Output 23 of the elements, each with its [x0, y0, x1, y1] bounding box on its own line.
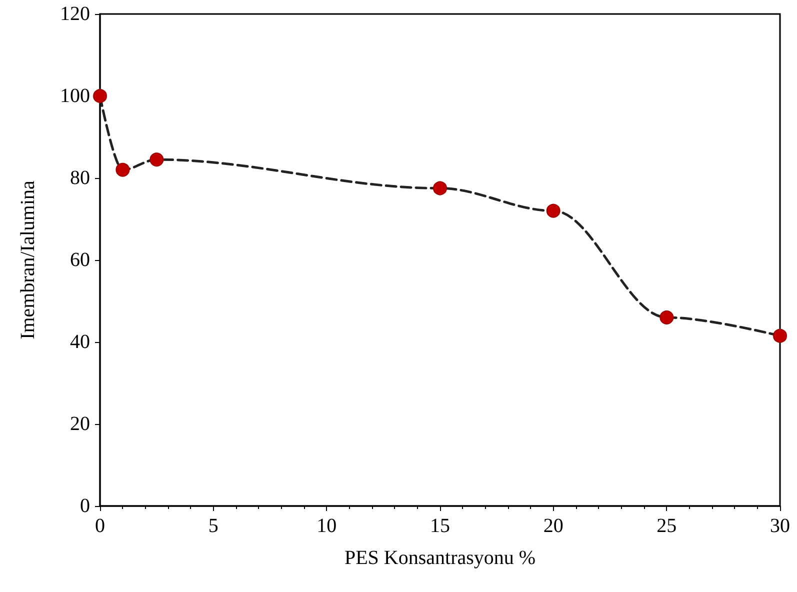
x-axis-title: PES Konsantrasyonu % [344, 547, 536, 569]
y-tick-label: 0 [80, 495, 90, 517]
y-axis-title: Imembran/Ialumina [17, 180, 39, 340]
y-tick-label: 80 [70, 167, 90, 189]
x-tick-label: 10 [316, 515, 337, 537]
y-tick-label: 20 [70, 413, 90, 435]
y-tick-label: 100 [60, 85, 90, 107]
point [660, 310, 674, 324]
x-tick-label: 30 [770, 515, 790, 537]
x-tick-label: 0 [95, 515, 105, 537]
point [93, 89, 107, 103]
x-tick-label: 25 [656, 515, 677, 537]
point [433, 181, 447, 196]
point [773, 328, 787, 343]
y-tick-label: 40 [70, 331, 90, 353]
x-tick-label: 15 [430, 515, 450, 537]
x-tick-label: 20 [543, 515, 564, 537]
point [116, 162, 130, 177]
point [150, 152, 164, 167]
point [546, 204, 560, 218]
y-tick-label: 120 [60, 3, 90, 25]
y-tick-label: 60 [70, 249, 90, 271]
x-tick-label: 5 [208, 515, 218, 537]
